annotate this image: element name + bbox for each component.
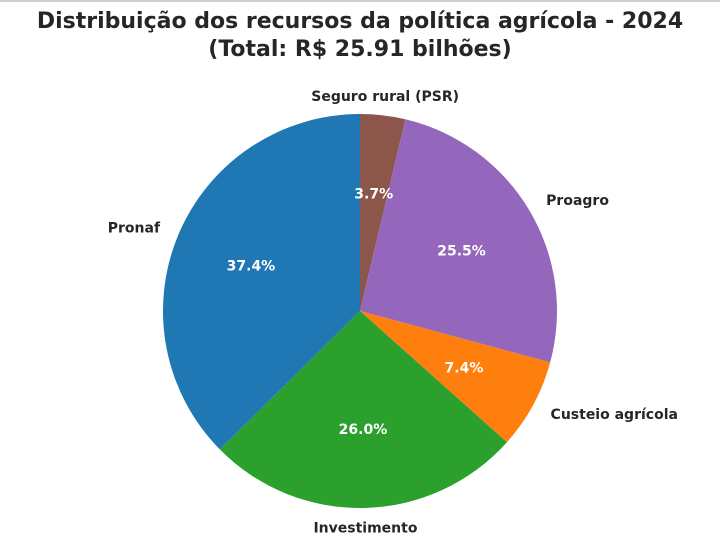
- pie-slice-seguro-rural-psr: [360, 114, 406, 311]
- pct-label-seguro-rural-psr: 3.7%: [354, 187, 393, 203]
- category-label-seguro-rural-psr: Seguro rural (PSR): [311, 89, 459, 105]
- chart-title-line1: Distribuição dos recursos da política ag…: [36, 9, 684, 34]
- pie-slice-pronaf: [163, 114, 360, 450]
- pct-label-proagro: 25.5%: [437, 244, 486, 260]
- pie-slice-investimento: [219, 311, 507, 508]
- pie-slices: [163, 114, 557, 508]
- category-label-pronaf: Pronaf: [108, 220, 161, 236]
- chart-title: Distribuição dos recursos da política ag…: [0, 8, 720, 64]
- top-border: [0, 0, 720, 2]
- pie-labels: 3.7% Seguro rural (PSR) 25.5% Proagro 7.4% Cu…: [108, 89, 678, 537]
- pct-label-investimento: 26.0%: [339, 422, 388, 438]
- chart-title-line2: (Total: R$ 25.91 bilhões): [208, 37, 512, 62]
- category-label-custeio-agr-cola: Custeio agrícola: [551, 407, 678, 423]
- category-label-proagro: Proagro: [546, 193, 609, 209]
- pie-slice-proagro: [360, 119, 557, 363]
- category-label-investimento: Investimento: [313, 521, 417, 537]
- pie-slice-custeio-agr-cola: [360, 311, 551, 443]
- pct-label-custeio-agr-cola: 7.4%: [445, 360, 484, 376]
- pct-label-pronaf: 37.4%: [227, 258, 276, 274]
